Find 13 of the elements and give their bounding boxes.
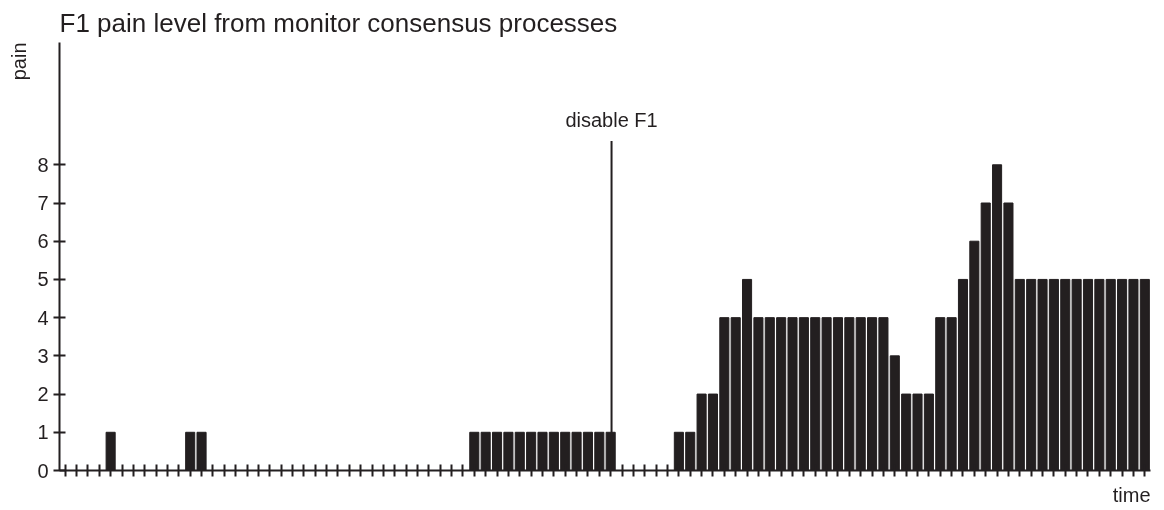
y-tick-label: 7 <box>37 192 49 214</box>
y-tick-label: 2 <box>37 383 49 406</box>
y-tick-label: 3 <box>37 344 49 367</box>
annotation: disable F1 <box>565 108 658 131</box>
y-tick-label: 5 <box>37 268 49 291</box>
y-tick-label: 1 <box>37 421 49 444</box>
y-tick-label: 0 <box>37 459 49 482</box>
y-axis-title: pain <box>7 42 30 81</box>
y-tick-label: 8 <box>37 153 49 176</box>
chart-title: F1 pain level from monitor consensus processes <box>59 7 618 38</box>
y-tick-label: 6 <box>37 230 49 253</box>
y-tick-label: 4 <box>37 306 49 329</box>
x-axis-title: time <box>1112 483 1151 506</box>
